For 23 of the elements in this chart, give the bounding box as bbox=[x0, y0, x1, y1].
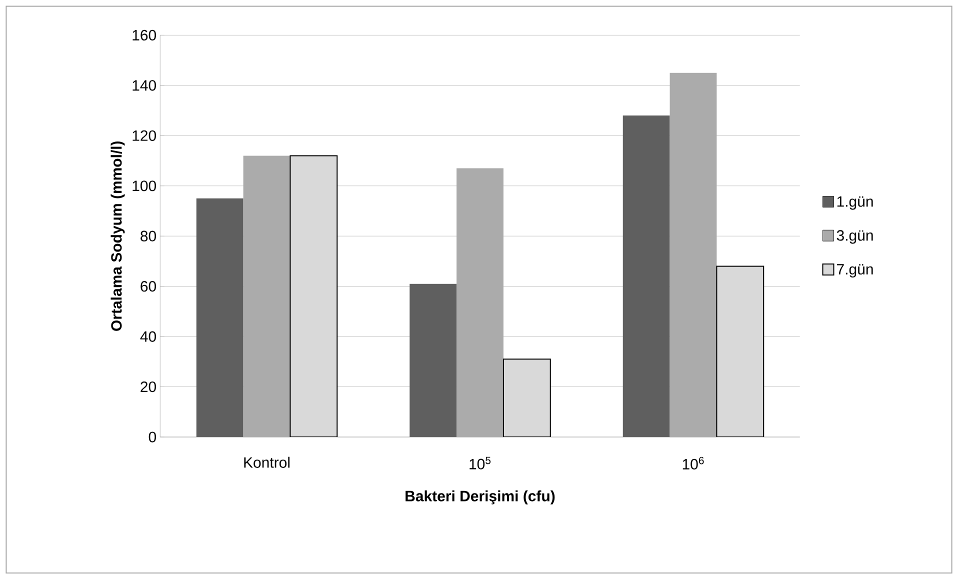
y-tick-label: 100 bbox=[132, 180, 156, 192]
y-tick-label: 0 bbox=[148, 432, 156, 442]
y-tick-label: 120 bbox=[132, 130, 156, 141]
bar bbox=[622, 115, 670, 437]
bar bbox=[410, 284, 457, 437]
y-tick-label: 40 bbox=[140, 331, 156, 342]
x-axis-title: Bakteri Derişimi (cfu) bbox=[406, 490, 555, 504]
x-tick-label: 10$^{5}$ bbox=[470, 456, 491, 470]
y-tick-label: 60 bbox=[140, 280, 156, 292]
y-tick-label: 80 bbox=[140, 230, 156, 242]
bar bbox=[502, 358, 551, 437]
bar bbox=[290, 155, 338, 437]
bar bbox=[196, 198, 244, 437]
bar bbox=[716, 266, 764, 437]
legend-label: 3.gün bbox=[836, 230, 873, 244]
y-tick-label: 20 bbox=[140, 381, 156, 392]
y-tick-label: 160 bbox=[132, 30, 156, 40]
x-tick-label: 10$^{6}$ bbox=[682, 456, 704, 470]
legend-label: 1.gün bbox=[837, 196, 873, 210]
legend-label: 7.gün bbox=[837, 264, 873, 278]
y-tick-label: 140 bbox=[132, 80, 156, 91]
x-tick-label: Kontrol bbox=[244, 456, 290, 468]
y-axis-title: Ortalama Sodyum (mmol/l) bbox=[110, 141, 125, 331]
